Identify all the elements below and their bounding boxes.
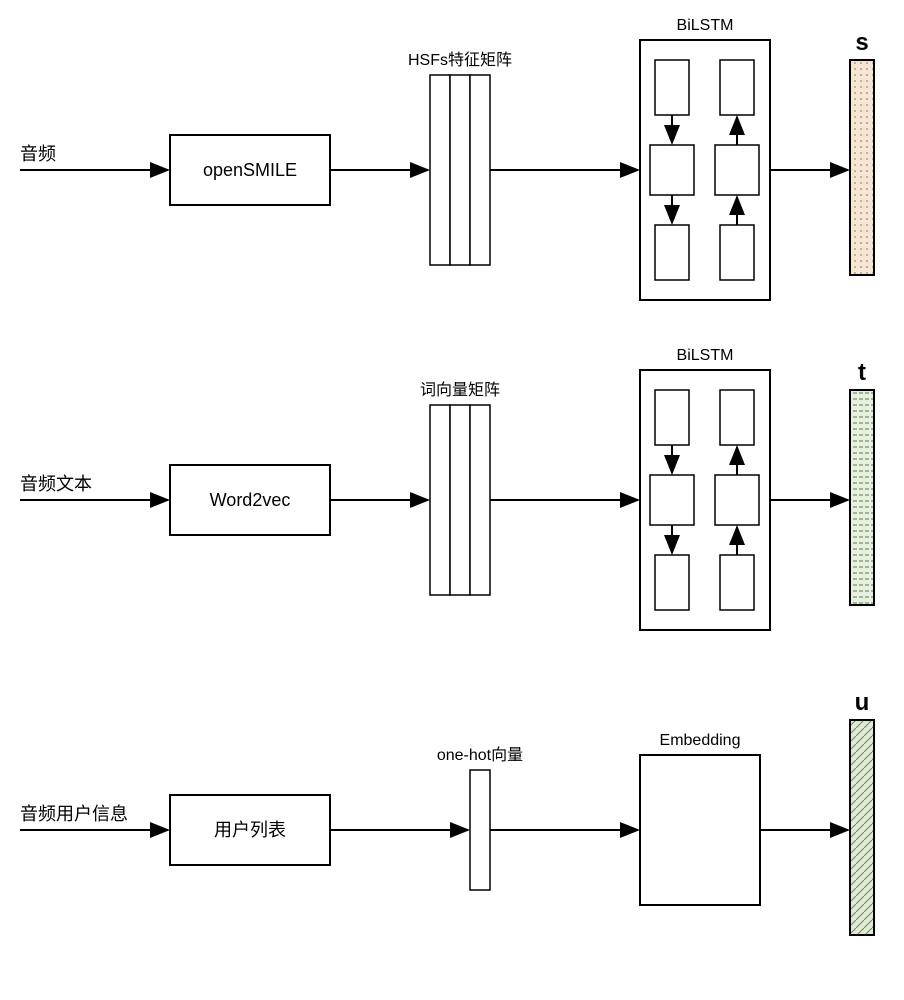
wordvec-matrix-label: 词向量矩阵: [420, 381, 500, 399]
output-label-s: s: [855, 29, 868, 56]
output-label-u: u: [855, 689, 870, 716]
onehot-vector: [470, 770, 490, 890]
bilstm-label-2: BiLSTM: [677, 347, 734, 364]
output-vector-s: [850, 60, 874, 275]
input-label-user: 音频用户信息: [20, 804, 128, 824]
output-vector-t: [850, 390, 874, 605]
hsf-matrix: [430, 75, 490, 265]
onehot-label: one-hot向量: [437, 746, 523, 764]
output-vector-u: [850, 720, 874, 935]
embedding-label: Embedding: [660, 732, 741, 749]
row-audio: 音频 openSMILE HSFs特征矩阵 BiLSTM: [20, 17, 874, 300]
opensmile-label: openSMILE: [203, 160, 297, 180]
userlist-label: 用户列表: [214, 820, 286, 840]
word2vec-label: Word2vec: [210, 490, 291, 510]
hsf-matrix-label: HSFs特征矩阵: [408, 51, 512, 69]
input-label-text: 音频文本: [20, 474, 92, 494]
wordvec-matrix: [430, 405, 490, 595]
output-label-t: t: [858, 359, 866, 386]
input-label-audio: 音频: [20, 144, 56, 164]
row-user: 音频用户信息 用户列表 one-hot向量 Embedding u: [20, 689, 874, 935]
bilstm-label-1: BiLSTM: [677, 17, 734, 34]
embedding-box: [640, 755, 760, 905]
row-text: 音频文本 Word2vec 词向量矩阵 BiLSTM t: [20, 347, 874, 630]
